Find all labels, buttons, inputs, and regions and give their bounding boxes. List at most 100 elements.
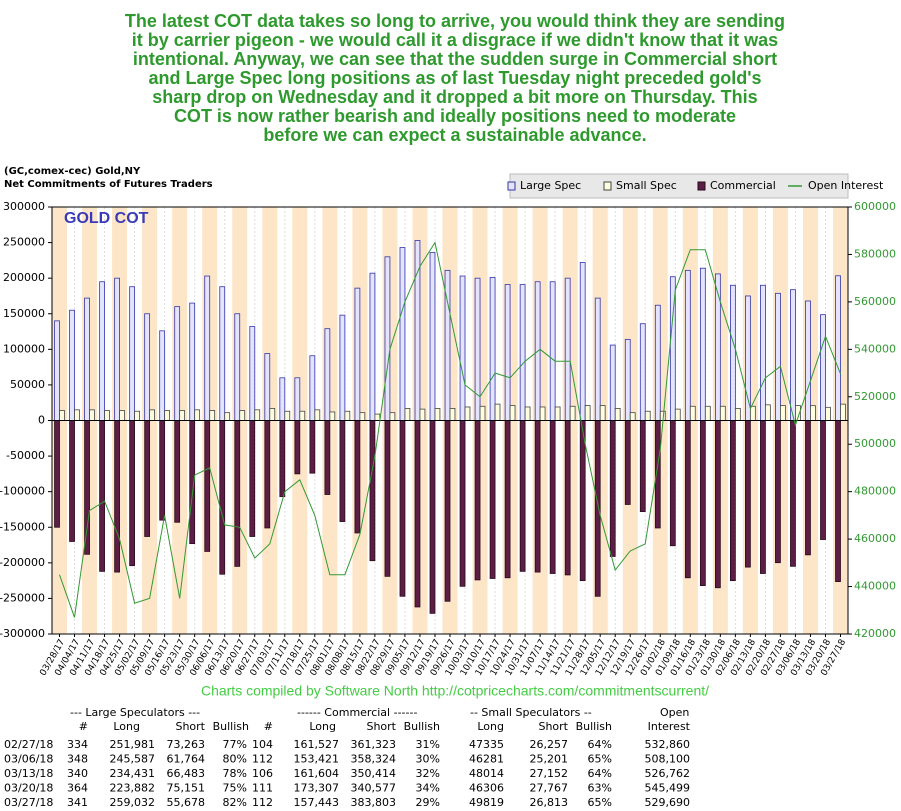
bar	[594, 420, 601, 597]
bar	[179, 410, 186, 421]
commentary-line: sharp drop on Wednesday and it dropped a…	[152, 87, 757, 107]
y-tick-label: -50000	[6, 449, 45, 462]
bar	[835, 420, 841, 582]
table-group-header: ------ Commercial ------	[297, 706, 417, 719]
bar	[489, 277, 496, 421]
bar	[504, 284, 511, 421]
table-cell: 358,324	[351, 753, 397, 766]
y2-tick-label: 600000	[854, 200, 896, 213]
table-cell: 508,100	[645, 753, 691, 766]
bar	[104, 410, 110, 421]
table-cell: 75,151	[167, 782, 206, 795]
bar	[299, 410, 306, 421]
bar	[414, 420, 421, 608]
table-cell: 340	[67, 767, 88, 780]
bar	[74, 409, 80, 421]
bar	[825, 406, 831, 421]
bar	[399, 420, 406, 597]
bar	[84, 420, 90, 555]
bar	[444, 420, 451, 602]
bar	[775, 420, 781, 564]
table-cell: 31%	[416, 738, 440, 751]
bar	[309, 420, 316, 474]
table-cell: 251,981	[110, 738, 156, 751]
bar	[279, 420, 286, 498]
bar	[780, 405, 786, 421]
bar	[99, 281, 105, 421]
table-cell: 532,860	[645, 738, 691, 751]
table-cell: 47335	[469, 738, 504, 751]
table-cell: 82%	[223, 796, 247, 807]
table-cell: 49819	[469, 796, 504, 807]
bar	[144, 313, 151, 421]
bar	[254, 409, 261, 421]
y2-tick-label: 540000	[854, 342, 896, 355]
bar	[714, 420, 721, 589]
bar	[684, 269, 691, 421]
commentary-line: COT is now rather bearish and ideally po…	[174, 106, 736, 126]
bar	[194, 409, 201, 421]
bar	[674, 408, 681, 421]
bar	[730, 284, 736, 421]
table-cell: 348	[67, 753, 88, 766]
bar	[279, 377, 286, 421]
bar	[209, 410, 216, 421]
y-tick-label: -250000	[0, 591, 45, 604]
legend-marker	[697, 181, 706, 191]
bar	[129, 286, 136, 421]
commentary-line: intentional. Anyway, we can see that the…	[133, 49, 777, 69]
table-cell: 03/06/18	[4, 753, 53, 766]
table-cell: 25,201	[530, 753, 569, 766]
table-column-header: #	[264, 720, 273, 733]
table-cell: 526,762	[645, 767, 691, 780]
bar	[384, 420, 391, 577]
table-column-header: Long	[309, 720, 336, 733]
bar	[790, 289, 796, 421]
bar	[59, 410, 65, 421]
bar	[820, 420, 826, 540]
table-cell: 161,604	[294, 767, 340, 780]
table-cell: 364	[67, 782, 88, 795]
bar	[474, 420, 481, 581]
table-cell: 75%	[223, 782, 247, 795]
bar	[339, 420, 346, 522]
table-cell: 161,527	[294, 738, 340, 751]
y2-tick-label: 460000	[854, 532, 896, 545]
table-group-header: --- Large Speculators ---	[70, 706, 200, 719]
table-column-header: Short	[366, 720, 396, 733]
table-cell: 26,813	[530, 796, 569, 807]
bar	[775, 292, 781, 421]
table-cell: 340,577	[351, 782, 397, 795]
commentary-line: The latest COT data takes so long to arr…	[125, 11, 785, 31]
table-group-header: Open	[660, 706, 689, 719]
bar	[504, 420, 511, 579]
table-cell: 46281	[469, 753, 504, 766]
bar	[489, 420, 496, 579]
bar	[399, 247, 406, 421]
bar	[594, 297, 601, 421]
bar	[429, 420, 436, 614]
bar	[369, 272, 376, 421]
legend-label: Open Interest	[808, 179, 884, 192]
bar	[704, 405, 711, 421]
y2-tick-label: 480000	[854, 485, 896, 498]
bar	[749, 405, 756, 421]
chart-source: (GC,comex-cec) Gold,NY	[4, 166, 141, 177]
table-cell: 48014	[469, 767, 504, 780]
y-tick-label: -150000	[0, 520, 45, 533]
bar	[329, 411, 336, 421]
table-cell: 234,431	[110, 767, 156, 780]
bar	[459, 275, 466, 421]
table-group-header: -- Small Speculators --	[470, 706, 592, 719]
bar	[114, 420, 120, 573]
bar	[69, 420, 75, 542]
bar	[294, 420, 301, 475]
bar	[564, 420, 571, 576]
bar	[84, 297, 90, 421]
bar	[224, 412, 231, 421]
bar	[234, 313, 241, 421]
table-column-header: Bullish	[404, 720, 440, 733]
bar	[54, 420, 60, 528]
bar	[359, 412, 366, 421]
bar	[434, 408, 441, 421]
